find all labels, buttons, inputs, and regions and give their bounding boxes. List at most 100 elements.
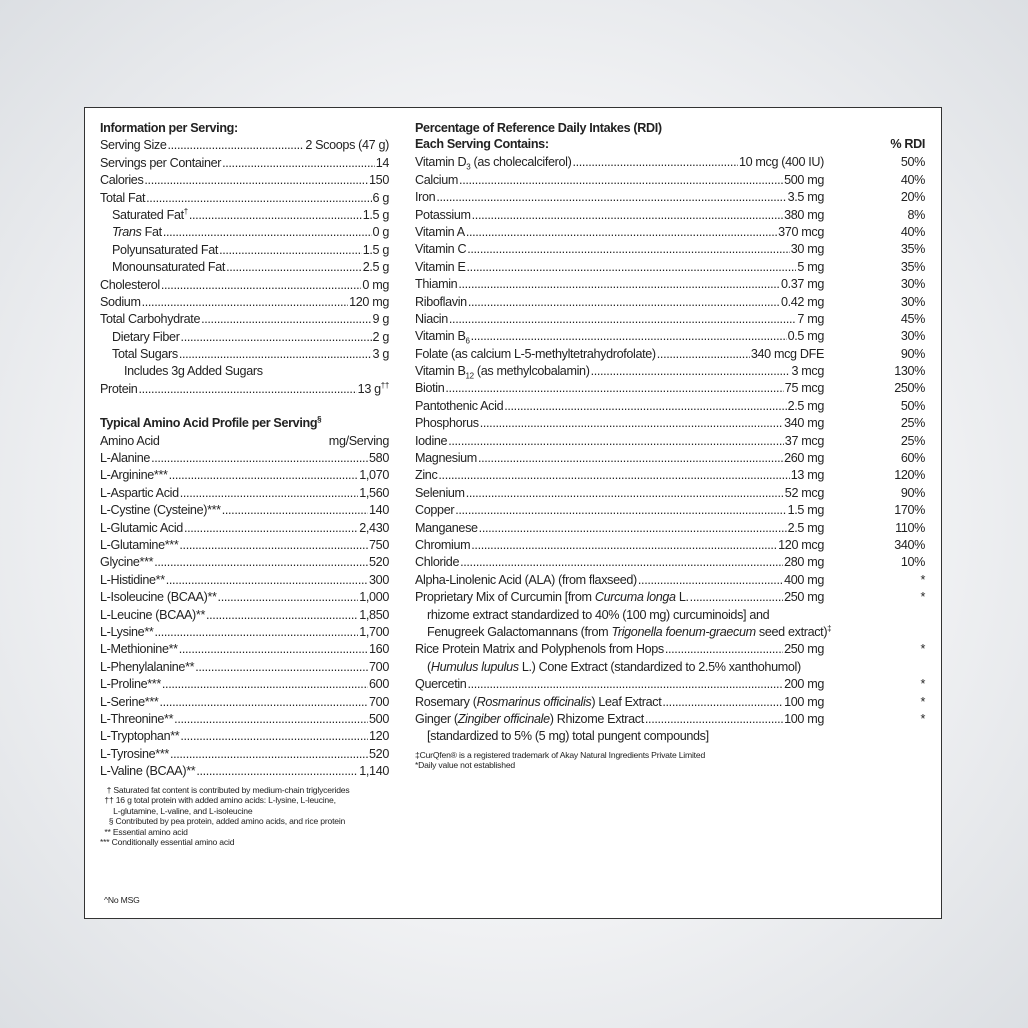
label-segment: Magnesium [415, 451, 477, 466]
nutrition-row: Dietary Fiber 2 g [100, 329, 389, 346]
rdi-percent: * [920, 711, 925, 726]
amino-name: Glycine*** [100, 555, 154, 570]
footnote: *Daily value not established [415, 760, 515, 771]
rdi-percent: 25% [900, 416, 926, 431]
nutrient-label: Phosphorus [415, 415, 479, 432]
amino-name: L-Threonine** [100, 711, 174, 726]
rdi-row: Rosemary (Rosmarinus officinalis) Leaf E… [415, 694, 925, 711]
amino-name: L-Cystine (Cysteine)*** [100, 503, 221, 518]
rdi-subheader: Each Serving Contains: % RDI [415, 137, 925, 154]
dot-leader [159, 694, 368, 711]
label-segment: rhizome extract standardized to 40% (100… [427, 607, 770, 622]
label-segment: (as methylcobalamin) [473, 364, 590, 379]
rdi-percent: * [920, 694, 925, 709]
amino-row: L-Cystine (Cysteine)*** 140 [100, 502, 389, 519]
rdi-main: Copper 1.5 mg [415, 502, 824, 519]
nutrient-amount: 340 mg [784, 416, 824, 431]
footnote: ‡CurQfen® is a registered trademark of A… [415, 749, 706, 760]
dot-leader [645, 711, 783, 728]
nutrient-label: Protein [100, 381, 138, 398]
label-segment: Calories [100, 173, 144, 188]
label-segment: Serving Size [100, 138, 167, 153]
rdi-list: Vitamin D3 (as cholecalciferol) 10 mcg (4… [415, 154, 925, 745]
dot-leader [179, 346, 372, 363]
nutrient-value: 3 g [373, 346, 390, 363]
dot-leader [170, 746, 368, 763]
label-segment: Monounsaturated Fat [112, 260, 226, 275]
rdi-row: Pantothenic Acid 2.5 mg 50% [415, 398, 925, 415]
nutrient-amount: 0.37 mg [780, 277, 824, 292]
label-segment: 3 [466, 162, 471, 172]
nutrient-amount: 100 mg [784, 711, 824, 726]
amino-row: L-Arginine*** 1,070 [100, 467, 389, 484]
label-segment: Includes 3g Added Sugars [124, 364, 263, 379]
rdi-row: Biotin 75 mcg 250% [415, 380, 925, 397]
rdi-percent: 30% [900, 329, 926, 344]
rdi-percent: 40% [900, 224, 926, 239]
rdi-row: Ginger (Zingiber officinale) Rhizome Ext… [415, 711, 925, 728]
rdi-main: Rice Protein Matrix and Polyphenols from… [415, 641, 824, 658]
nutrient-amount: 0.42 mg [780, 294, 824, 309]
label-segment: Chloride [415, 555, 460, 570]
amino-name: L-Tyrosine*** [100, 746, 169, 761]
label-segment: Zinc [415, 468, 438, 483]
dot-leader [460, 554, 783, 571]
value-text: 2 g [372, 329, 390, 344]
rdi-row: Selenium 52 mcg 90% [415, 485, 925, 502]
amino-row: L-Threonine** 500 [100, 711, 389, 728]
amino-col-value: mg/Serving [328, 433, 390, 448]
rdi-percent: 250% [894, 381, 925, 396]
nutrient-value: 9 g [372, 311, 390, 328]
label-segment: Ginger ( [415, 711, 458, 726]
rdi-main: Vitamin D3 (as cholecalciferol) 10 mcg (4… [415, 154, 824, 171]
label-segment: Servings per Container [100, 155, 222, 170]
dot-leader [218, 589, 359, 606]
dot-leader [572, 154, 737, 171]
dot-leader [438, 467, 789, 484]
amino-value: 600 [369, 677, 389, 692]
rdi-percent: * [920, 590, 925, 605]
dot-leader [226, 259, 362, 276]
dot-leader [591, 363, 791, 380]
nutrient-label: Dietary Fiber [112, 329, 180, 346]
nutrient-label: Pantothenic Acid [415, 398, 504, 415]
amino-title: Typical Amino Acid Profile per Serving§ [100, 415, 389, 432]
dot-leader [195, 659, 368, 676]
rdi-percent: 10% [900, 555, 926, 570]
rdi-row: Riboflavin 0.42 mg 30% [415, 294, 925, 311]
rdi-percent: * [920, 677, 925, 692]
amino-value: 2,430 [359, 520, 389, 535]
rdi-percent: 8% [907, 207, 925, 222]
nutrient-amount: 120 mcg [778, 538, 824, 552]
label-segment: Folate (as calcium L-5-methyltetrahydrof… [415, 346, 656, 361]
amino-value: 1,140 [359, 764, 389, 779]
rdi-main: Rosemary (Rosmarinus officinalis) Leaf E… [415, 694, 824, 711]
rdi-percent: 340% [894, 538, 925, 552]
right-column: Percentage of Reference Daily Intakes (R… [415, 120, 925, 771]
rdi-percent: 50% [900, 398, 926, 413]
amino-row: L-Proline*** 600 [100, 676, 389, 693]
dot-leader [184, 520, 358, 537]
continuation-line: (Humulus lupulus L.) Cone Extract (stand… [415, 659, 925, 676]
nutrient-value: 1.5 g [363, 207, 390, 224]
rdi-main: Vitamin C 30 mg [415, 241, 824, 258]
nutrition-row: Protein 13 g†† [100, 381, 389, 398]
nutrient-label: Chromium [415, 537, 471, 554]
dot-leader [467, 241, 790, 258]
value-text: 9 g [372, 312, 390, 327]
amino-row: L-Tyrosine*** 520 [100, 746, 389, 763]
amino-row: L-Isoleucine (BCAA)** 1,000 [100, 589, 389, 606]
dot-leader [179, 537, 368, 554]
footnote: † Saturated fat content is contributed b… [100, 784, 350, 795]
dot-leader [448, 433, 784, 450]
dot-leader [154, 624, 358, 641]
label-segment: (as cholecalciferol) [470, 155, 572, 170]
rdi-main: Chromium 120 mcg [415, 537, 824, 554]
dot-leader [466, 224, 777, 241]
label-segment: L. [675, 590, 689, 605]
label-segment: Rosemary ( [415, 694, 477, 709]
label-segment: Vitamin B [415, 364, 466, 379]
label-segment: 12 [465, 371, 475, 381]
label-segment: Rosmarinus officinalis [476, 694, 592, 709]
rdi-main: Potassium 380 mg [415, 207, 824, 224]
